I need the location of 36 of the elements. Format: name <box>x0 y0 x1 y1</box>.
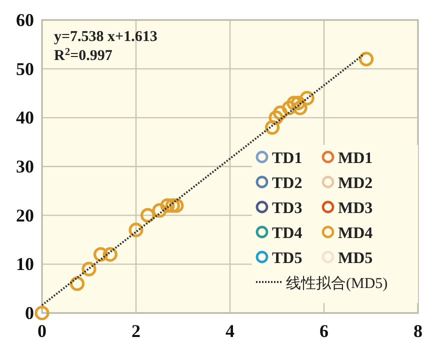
y-tick-label: 40 <box>16 108 34 128</box>
legend-label: TD3 <box>272 200 302 217</box>
annotation: y=7.538 x+1.613 <box>54 29 158 45</box>
point <box>82 262 96 276</box>
point <box>152 203 167 218</box>
point <box>169 198 184 213</box>
point <box>265 120 280 135</box>
x-tick-label: 8 <box>414 321 422 341</box>
legend-label: MD5 <box>338 250 373 267</box>
legend-label: MD3 <box>338 200 373 217</box>
point <box>165 198 180 213</box>
point <box>359 52 374 66</box>
point <box>140 208 156 223</box>
legend-label: MD2 <box>338 175 373 192</box>
y-tick-label: 0 <box>25 303 34 323</box>
y-tick-label: 60 <box>16 10 34 30</box>
x-tick-label: 6 <box>320 321 328 341</box>
y-tick-label: 30 <box>16 156 34 176</box>
y-tick-label: 50 <box>16 58 34 79</box>
y-tick-label: 10 <box>16 254 34 274</box>
x-tick-label: 2 <box>132 321 140 341</box>
x-tick-label: 0 <box>38 321 46 341</box>
legend-label: 线性拟合(MD5) <box>286 275 388 292</box>
y-tick-label: 20 <box>16 205 34 226</box>
legend-label: TD5 <box>272 250 302 267</box>
x-tick-label: 4 <box>226 321 234 341</box>
legend-label: TD4 <box>272 225 302 242</box>
point <box>292 100 308 116</box>
legend-label: TD2 <box>272 175 302 192</box>
legend-label: TD1 <box>272 150 302 167</box>
point <box>34 306 50 320</box>
annotation: R$^{2}$=0.997 <box>54 46 113 64</box>
point <box>268 110 284 125</box>
legend-label: MD1 <box>338 150 373 167</box>
point <box>286 96 302 110</box>
legend-label: MD4 <box>338 225 373 242</box>
